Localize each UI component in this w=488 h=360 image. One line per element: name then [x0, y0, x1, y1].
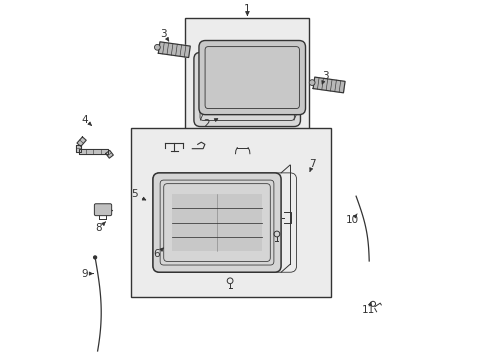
Polygon shape — [158, 42, 190, 58]
Text: 3: 3 — [160, 29, 166, 39]
FancyBboxPatch shape — [199, 41, 305, 115]
Text: 10: 10 — [345, 215, 358, 225]
Text: 4: 4 — [81, 114, 87, 125]
Text: 9: 9 — [81, 269, 87, 279]
Polygon shape — [105, 150, 113, 158]
Polygon shape — [76, 145, 81, 152]
Text: 7: 7 — [309, 159, 316, 169]
Text: 6: 6 — [153, 249, 159, 259]
Text: 5: 5 — [131, 189, 138, 199]
Polygon shape — [77, 137, 86, 147]
Polygon shape — [79, 149, 107, 154]
Circle shape — [308, 80, 314, 85]
Polygon shape — [312, 77, 345, 93]
FancyBboxPatch shape — [94, 204, 111, 216]
Circle shape — [94, 256, 96, 259]
Bar — [172, 194, 262, 251]
Text: 2: 2 — [203, 119, 209, 129]
Bar — [185, 18, 309, 146]
Bar — [131, 128, 330, 297]
FancyBboxPatch shape — [194, 53, 300, 127]
Text: 1: 1 — [244, 4, 250, 14]
Circle shape — [154, 44, 160, 50]
Text: 3: 3 — [322, 71, 328, 81]
FancyBboxPatch shape — [153, 173, 281, 272]
Text: 8: 8 — [95, 222, 102, 233]
Text: 11: 11 — [361, 305, 375, 315]
